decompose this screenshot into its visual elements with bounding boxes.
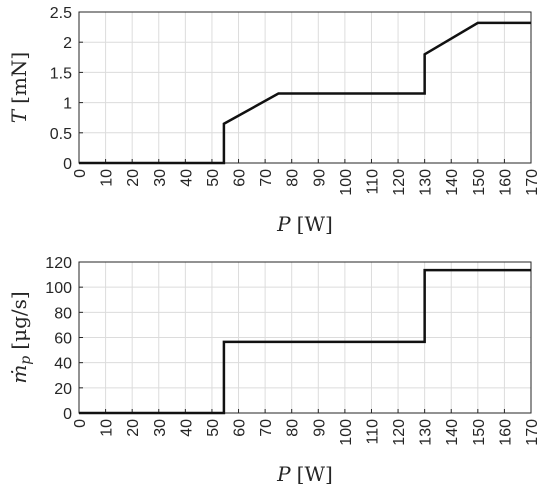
y-axis-label: ṁp [μg/s] (7, 291, 34, 383)
x-axis-label: P [W] (276, 462, 333, 486)
y-tick-label: 40 (54, 356, 72, 373)
x-tick-label: 30 (152, 419, 169, 437)
x-tick-label: 130 (418, 169, 435, 196)
x-tick-label: 110 (364, 169, 381, 195)
chart-panel-2: 0 10 20 30 40 50 60 70 80 90 100 110 120 130 140 150 160… (7, 255, 541, 486)
x-tick-label: 90 (311, 169, 328, 187)
x-tick-label: 10 (99, 169, 116, 187)
x-tick-label: 60 (232, 169, 249, 187)
y-axis-label: T [mN] (7, 52, 31, 123)
x-axis-label-variable: P (276, 462, 291, 486)
x-tick-label: 170 (524, 169, 541, 196)
x-tick-label: 50 (205, 169, 222, 187)
x-tick-label: 40 (178, 419, 195, 437)
x-tick-label: 150 (471, 169, 488, 196)
y-tick-label: 120 (45, 255, 72, 272)
x-tick-label: 80 (285, 169, 302, 187)
x-tick-label: 70 (258, 419, 275, 437)
chart-panel-1: 0 10 20 30 40 50 60 70 80 90 100 110 120 130 140 150 160… (7, 5, 541, 236)
x-tick-label: 50 (205, 419, 222, 437)
y-axis-label-subscript: p (18, 356, 34, 365)
x-tick-label: 120 (391, 419, 408, 446)
x-tick-label: 90 (311, 419, 328, 437)
y-tick-label: 1 (63, 96, 72, 113)
x-tick-label: 170 (524, 419, 541, 446)
y-tick-label: 0.5 (50, 126, 72, 143)
x-tick-label: 140 (444, 169, 461, 196)
y-axis-label-unit: [mN] (7, 52, 31, 104)
y-tick-label: 2.5 (50, 5, 72, 22)
x-tick-label: 80 (285, 419, 302, 437)
y-tick-label: 80 (54, 305, 72, 322)
x-tick-label: 160 (497, 419, 514, 446)
x-axis-label-variable: P (276, 212, 291, 236)
x-tick-label: 70 (258, 169, 275, 187)
y-axis-label-variable: ṁ (7, 365, 31, 384)
y-tick-label: 0 (63, 406, 72, 423)
y-axis-label-unit: [μg/s] (7, 291, 31, 349)
y-tick-label: 1.5 (50, 65, 72, 82)
y-tick-label: 2 (63, 35, 72, 52)
x-tick-label: 40 (178, 169, 195, 187)
x-tick-label: 0 (72, 419, 89, 428)
y-tick-label: 60 (54, 331, 72, 348)
x-axis-label-unit: [W] (297, 462, 333, 486)
x-tick-label: 30 (152, 169, 169, 187)
x-tick-label: 150 (471, 419, 488, 446)
x-tick-label: 10 (99, 419, 116, 437)
axes-box (78, 261, 532, 414)
x-tick-label: 100 (338, 169, 355, 196)
x-tick-label: 130 (418, 419, 435, 446)
x-tick-label: 110 (364, 419, 381, 445)
y-tick-label: 100 (45, 280, 72, 297)
x-tick-label: 140 (444, 419, 461, 446)
axes-box (78, 11, 532, 164)
plot-area (79, 12, 531, 163)
data-series-line (79, 268, 531, 415)
y-axis-label-variable: T (7, 108, 31, 123)
x-tick-label: 160 (497, 169, 514, 196)
x-axis-label: P [W] (276, 212, 333, 236)
y-tick-label: 20 (54, 381, 72, 398)
x-tick-label: 100 (338, 419, 355, 446)
x-tick-label: 20 (125, 169, 142, 187)
data-series-line (79, 21, 531, 165)
x-tick-label: 60 (232, 419, 249, 437)
x-tick-label: 20 (125, 419, 142, 437)
x-tick-label: 0 (72, 169, 89, 178)
y-tick-label: 0 (63, 156, 72, 173)
x-axis-label-unit: [W] (297, 212, 333, 236)
x-tick-label: 120 (391, 169, 408, 196)
